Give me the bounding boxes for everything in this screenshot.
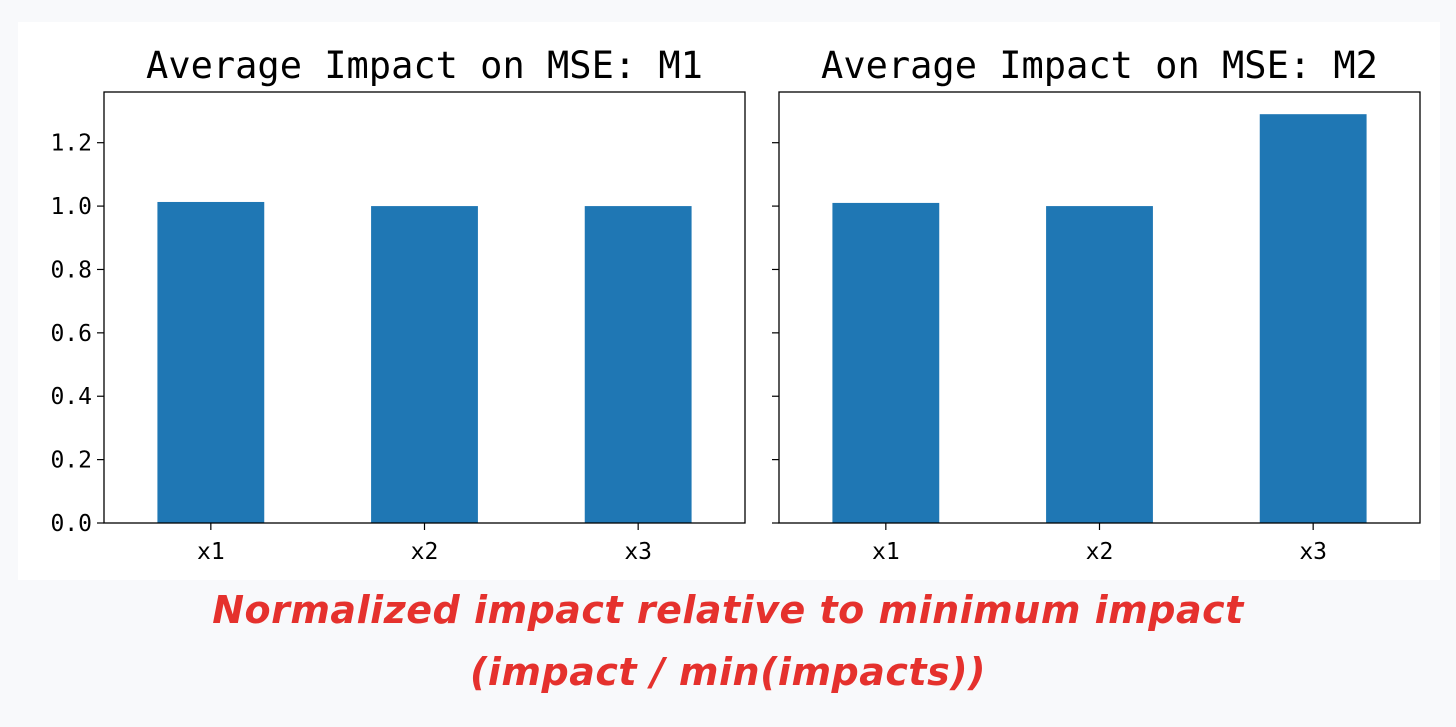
y-tick-label: 1.0 (50, 194, 92, 220)
x-tick-label: x2 (1086, 539, 1114, 565)
y-tick-label: 0.6 (50, 321, 92, 347)
y-tick-label: 0.0 (50, 511, 92, 537)
y-tick-label: 0.4 (50, 384, 92, 410)
caption-line-1: Normalized impact relative to minimum im… (212, 588, 1244, 632)
bar-x1 (832, 202, 940, 523)
charts-figure: 0.0 0.2 0.4 0.6 0.8 1.0 1.2 x1 x2 x3 Average Impac… (50, 44, 1421, 565)
bar-x2 (371, 206, 478, 523)
bar-x3 (1259, 114, 1367, 523)
chart-1: 0.0 0.2 0.4 0.6 0.8 1.0 1.2 x1 x2 x3 Average Impac… (50, 44, 746, 565)
bar-x1 (157, 201, 265, 523)
bar-x2 (1046, 206, 1153, 523)
y-tick-label: 0.8 (50, 257, 92, 283)
x-tick-label: x3 (1299, 539, 1327, 565)
x-tick-label: x2 (411, 539, 439, 565)
x-tick-label: x1 (872, 539, 900, 565)
chart-title: Average Impact on MSE: M1 (146, 44, 703, 87)
bar-x3 (584, 206, 692, 523)
caption-line-2: (impact / min(impacts)) (470, 650, 986, 694)
x-tick-label: x3 (624, 539, 652, 565)
figure-panel: 0.0 0.2 0.4 0.6 0.8 1.0 1.2 x1 x2 x3 Average Impac… (18, 22, 1440, 580)
chart-title: Average Impact on MSE: M2 (821, 44, 1378, 87)
y-tick-label: 0.2 (50, 448, 92, 474)
chart-2: x1 x2 x3 Average Impact on MSE: M2 (772, 44, 1421, 565)
y-tick-label: 1.2 (50, 131, 92, 157)
x-tick-label: x1 (197, 539, 225, 565)
